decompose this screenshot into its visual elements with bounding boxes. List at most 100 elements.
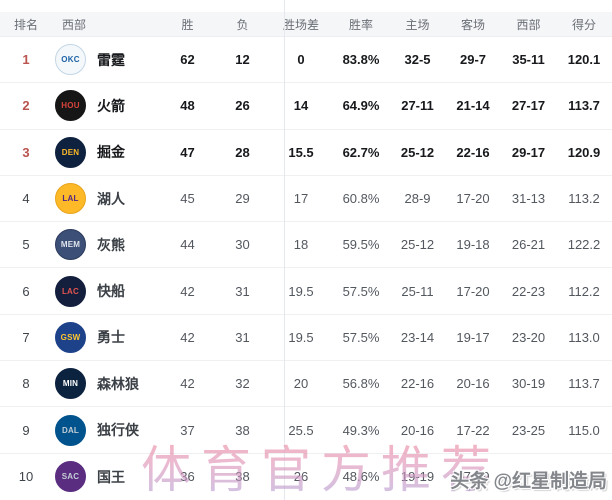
losses-cell: 38 [235, 422, 250, 438]
wins-cell: 44 [180, 237, 195, 253]
away-record-cell: 17-20 [456, 191, 490, 207]
wins-cell: 36 [180, 469, 195, 485]
home-record-cell: 23-14 [400, 329, 435, 345]
team-cell[interactable]: LAL 湖人 [52, 183, 160, 215]
conference-record-cell: 26-21 [511, 237, 546, 253]
team-logo-icon: GSW [55, 321, 86, 353]
team-cell[interactable]: LAC 快船 [52, 275, 160, 307]
away-record-cell: 17-20 [456, 283, 490, 299]
header-rank: 排名 [13, 17, 38, 32]
team-cell[interactable]: HOU 火箭 [52, 90, 160, 122]
losses-cell: 32 [235, 376, 250, 392]
home-record-cell: 28-9 [404, 191, 431, 207]
home-record-cell: 32-5 [404, 52, 431, 68]
losses-cell: 29 [235, 191, 250, 207]
conference-record-cell: 27-17 [511, 98, 546, 114]
rank-cell: 1 [22, 52, 30, 68]
header-games-behind: 胜场差 [282, 17, 319, 32]
conference-record-cell: 30-19 [511, 376, 546, 392]
points-cell: 113.2 [568, 191, 600, 207]
losses-cell: 28 [235, 144, 250, 160]
rank-cell: 4 [22, 191, 30, 207]
team-cell[interactable]: DAL 独行侠 [52, 414, 160, 446]
points-cell: 112.2 [568, 283, 600, 299]
team-name: 灰熊 [97, 236, 125, 253]
points-cell: 120.9 [567, 144, 601, 160]
conference-record-cell: 23-20 [511, 329, 546, 345]
table-row[interactable]: 5 MEM 灰熊 44 30 18 59.5% 25-12 19-18 26-2… [0, 222, 612, 269]
rank-cell: 8 [22, 376, 30, 392]
losses-cell: 31 [235, 329, 250, 345]
points-cell: 115.0 [568, 422, 600, 438]
header-win-pct: 胜率 [348, 17, 373, 32]
team-logo-icon: DEN [55, 136, 86, 168]
win-pct-cell: 60.8% [342, 191, 380, 207]
conference-record-cell: 22-23 [511, 283, 546, 299]
losses-cell: 26 [235, 98, 250, 114]
team-name: 国王 [97, 468, 125, 485]
away-record-cell: 19-18 [456, 237, 490, 253]
losses-cell: 12 [235, 52, 250, 68]
games-behind-cell: 0 [297, 52, 305, 68]
table-row[interactable]: 7 GSW 勇士 42 31 19.5 57.5% 23-14 19-17 23… [0, 314, 612, 362]
away-record-cell: 21-14 [456, 98, 490, 114]
away-record-cell: 22-16 [456, 144, 490, 160]
table-row[interactable]: 1 OKC 雷霆 62 12 0 83.8% 32-5 29-7 35-11 1… [0, 37, 612, 84]
header-home: 主场 [405, 17, 430, 32]
conference-record-cell: 31-13 [511, 191, 546, 207]
header-wins: 胜 [181, 17, 194, 32]
team-cell[interactable]: SAC 国王 [52, 461, 160, 493]
rank-cell: 2 [22, 98, 30, 114]
rank-cell: 5 [22, 237, 30, 253]
home-record-cell: 25-11 [401, 283, 434, 299]
wins-cell: 62 [180, 52, 195, 68]
header-losses: 负 [236, 17, 249, 32]
header-conference: 西部 [516, 17, 541, 32]
games-behind-cell: 15.5 [288, 144, 314, 160]
column-divider [284, 0, 285, 500]
wins-cell: 45 [180, 191, 195, 207]
games-behind-cell: 17 [293, 191, 309, 207]
header-away: 客场 [460, 17, 485, 32]
rank-cell: 10 [18, 469, 34, 485]
win-pct-cell: 83.8% [342, 52, 380, 68]
games-behind-cell: 14 [293, 98, 309, 114]
win-pct-cell: 59.5% [342, 237, 380, 253]
team-logo-icon: MIN [55, 368, 86, 400]
team-cell[interactable]: MEM 灰熊 [52, 229, 160, 261]
team-name: 火箭 [97, 97, 125, 114]
team-logo-icon: DAL [55, 414, 86, 446]
win-pct-cell: 64.9% [342, 98, 380, 114]
away-record-cell: 29-7 [459, 52, 487, 68]
team-cell[interactable]: GSW 勇士 [52, 321, 160, 353]
wins-cell: 47 [180, 144, 195, 160]
wins-cell: 48 [180, 98, 195, 114]
table-row[interactable]: 8 MIN 森林狼 42 32 20 56.8% 22-16 20-16 30-… [0, 361, 612, 408]
team-cell[interactable]: MIN 森林狼 [52, 368, 160, 400]
win-pct-cell: 48.6% [342, 469, 380, 485]
team-name: 森林狼 [97, 375, 139, 392]
team-cell[interactable]: OKC 雷霆 [52, 44, 160, 76]
home-record-cell: 22-16 [400, 376, 435, 392]
games-behind-cell: 19.5 [288, 283, 314, 299]
conference-record-cell: 23-25 [511, 422, 546, 438]
team-cell[interactable]: DEN 掘金 [52, 136, 160, 168]
table-row[interactable]: 4 LAL 湖人 45 29 17 60.8% 28-9 17-20 31-13… [0, 175, 612, 223]
table-row[interactable]: 2 HOU 火箭 48 26 14 64.9% 27-11 21-14 27-1… [0, 83, 612, 130]
win-pct-cell: 49.3% [342, 422, 380, 438]
conference-record-cell: 29-17 [511, 144, 546, 160]
away-record-cell: 19-17 [456, 329, 490, 345]
win-pct-cell: 56.8% [342, 376, 380, 392]
team-logo-icon: HOU [55, 90, 86, 122]
table-row[interactable]: 3 DEN 掘金 47 28 15.5 62.7% 25-12 22-16 29… [0, 129, 612, 176]
team-name: 独行侠 [97, 422, 139, 439]
win-pct-cell: 57.5% [342, 283, 380, 299]
table-row[interactable]: 9 DAL 独行侠 37 38 25.5 49.3% 20-16 17-22 2… [0, 407, 612, 454]
win-pct-cell: 57.5% [342, 329, 380, 345]
table-row[interactable]: 10 SAC 国王 36 38 26 48.6% 19-19 17-19 [0, 453, 612, 500]
table-row[interactable]: 6 LAC 快船 42 31 19.5 57.5% 25-11 17-20 22… [0, 268, 612, 315]
rank-cell: 7 [22, 329, 30, 345]
table-body: 1 OKC 雷霆 62 12 0 83.8% 32-5 29-7 35-11 1… [0, 37, 612, 500]
home-record-cell: 27-11 [401, 98, 434, 114]
rank-cell: 3 [22, 144, 30, 160]
